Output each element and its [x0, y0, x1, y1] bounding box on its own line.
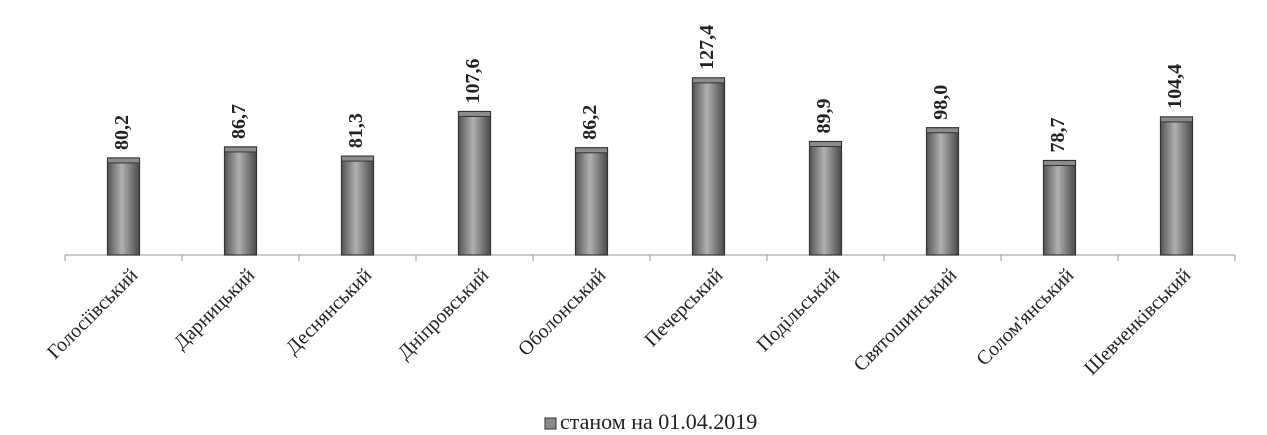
bar — [106, 157, 141, 256]
data-label: 86,7 — [228, 104, 250, 139]
bar-top — [341, 155, 374, 162]
bar-top — [809, 141, 842, 148]
x-tick-label: Голосіївський — [43, 264, 143, 364]
bar — [1159, 116, 1194, 256]
data-label: 89,9 — [813, 99, 835, 134]
bar — [1042, 159, 1077, 256]
data-label: 81,3 — [345, 113, 367, 148]
bar — [925, 127, 960, 256]
bar-top — [926, 127, 959, 134]
x-tick-label: Дарницький — [170, 264, 260, 354]
bar — [457, 110, 492, 256]
x-tick-label: Святошинський — [849, 264, 961, 376]
bar-top — [1160, 116, 1193, 123]
data-label: 104,4 — [1164, 64, 1186, 109]
data-label: 86,2 — [579, 105, 601, 140]
bar — [574, 147, 609, 256]
bar-top — [458, 110, 491, 117]
x-tick-label: Печерський — [640, 264, 727, 351]
bar-top — [224, 146, 257, 153]
x-tick-label: Деснянський — [282, 264, 377, 359]
data-label: 78,7 — [1047, 118, 1069, 153]
data-label: 80,2 — [111, 115, 133, 150]
legend-swatch — [544, 417, 557, 430]
x-tick-label: Оболонський — [514, 264, 610, 360]
bar-top — [575, 147, 608, 154]
legend-label: станом на 01.04.2019 — [560, 409, 757, 434]
bar — [340, 155, 375, 256]
x-tick-label: Подільський — [752, 264, 844, 356]
bar-top — [692, 77, 725, 84]
bar — [808, 140, 843, 256]
data-label: 98,0 — [930, 85, 952, 120]
data-label: 127,4 — [696, 25, 718, 70]
x-tick-label: Дніпровський — [394, 264, 494, 364]
data-label: 107,6 — [462, 58, 484, 103]
bar-top — [107, 157, 140, 164]
bar — [223, 146, 258, 256]
x-tick-label: Солом'янський — [972, 264, 1078, 370]
bar — [691, 77, 726, 256]
bar-top — [1043, 160, 1076, 167]
x-tick-label: Шевченківський — [1080, 264, 1196, 380]
